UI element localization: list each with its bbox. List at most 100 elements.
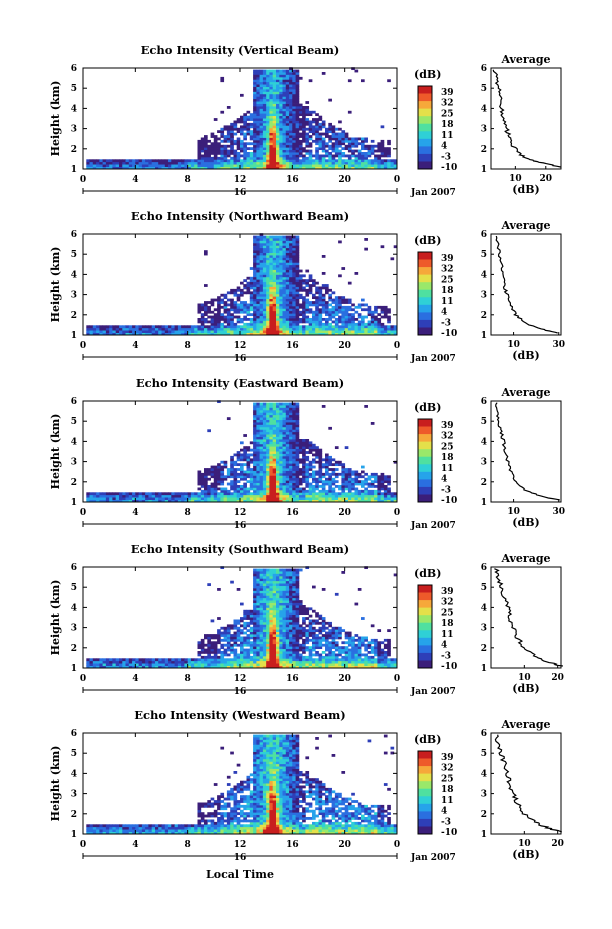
heatmap-cell [253,405,257,408]
heatmap-cell [289,494,293,498]
heatmap-cell [220,566,225,570]
heatmap-cell [269,465,274,469]
heatmap-cell [256,434,261,437]
heatmap-cell [279,110,283,114]
heatmap-cell [249,617,254,620]
heatmap-cell [217,149,221,153]
heatmap-cell [282,443,287,447]
heatmap-cell [240,651,244,654]
heatmap-cell [194,663,198,667]
heatmap-cell [99,325,104,329]
heatmap-cell [364,315,368,319]
heatmap-cell [272,115,277,119]
heatmap-cell [361,482,365,486]
heatmap-cell [240,332,244,336]
heatmap-cell [338,132,342,136]
heatmap-cell [243,318,247,321]
heatmap-cell [164,660,169,664]
heatmap-cell [292,494,296,498]
heatmap-cell [305,166,310,170]
heatmap-cell [292,322,296,326]
heatmap-cell [334,463,339,467]
heatmap-cell [302,441,306,445]
heatmap-cell [279,412,283,416]
colorbar-swatch [418,108,432,113]
date-label: 16 [234,354,247,364]
heatmap-cell [308,125,313,129]
colorbar-swatch [418,468,432,473]
heatmap-cell [253,303,257,307]
heatmap-cell [285,494,290,498]
heatmap-cell [256,590,261,594]
heatmap-cell [269,147,274,151]
heatmap-cell [145,499,149,503]
heatmap-cell [256,242,261,246]
heatmap-cell [256,91,261,95]
heatmap-cell [262,79,267,83]
heatmap-cell [243,624,247,628]
heatmap-cell [334,475,339,479]
heatmap-cell [295,308,300,312]
x-tick-label: 20 [338,175,351,185]
heatmap-cell [109,660,113,664]
heatmap-cell [249,293,254,297]
heatmap-cell [243,614,247,618]
heatmap-cell [308,137,313,141]
heatmap-cell [253,624,257,628]
heatmap-cell [321,72,326,75]
heatmap-cell [325,458,329,462]
heatmap-cell [119,330,123,334]
heatmap-cell [256,643,261,647]
heatmap-cell [256,436,261,440]
heatmap-cell [253,279,257,283]
heatmap-cell [184,660,189,664]
heatmap-cell [308,325,313,329]
heatmap-cell [243,325,247,329]
heatmap-cell [240,139,244,143]
heatmap-cell [318,288,323,292]
heatmap-cell [253,494,257,498]
heatmap-cell [347,144,352,148]
heatmap-cell [256,245,261,249]
heatmap-cell [279,448,283,452]
heatmap-cell [233,626,238,630]
heatmap-cell [312,446,316,450]
heatmap-cell [259,120,264,124]
heatmap-cell [325,310,329,314]
heatmap-cell [357,320,362,324]
heatmap-cell [354,69,359,73]
heatmap-cell [243,305,247,309]
heatmap-cell [298,108,303,112]
heatmap-cell [243,641,247,645]
heatmap-cell [269,426,274,430]
x-tick-label: 8 [185,175,191,185]
heatmap-cell [370,492,375,496]
heatmap-cell [204,665,208,669]
heatmap-cell [145,330,149,334]
heatmap-cell [266,164,270,168]
heatmap-cell [240,638,244,642]
heatmap-cell [374,318,378,321]
heatmap-cell [233,288,238,292]
heatmap-cell [210,492,215,496]
heatmap-cell [279,252,283,256]
heatmap-cell [233,327,238,331]
heatmap-cell [155,159,159,163]
heatmap-cell [168,325,172,329]
heatmap-cell [272,247,277,251]
heatmap-cell [122,663,126,667]
heatmap-cell [272,269,277,273]
heatmap-cell [276,276,280,280]
heatmap-cell [305,477,310,481]
heatmap-cell [243,463,247,467]
heatmap-cell [253,142,257,146]
heatmap-cell [217,482,221,486]
heatmap-cell [253,288,257,292]
heatmap-cell [132,660,136,664]
heatmap-cell [295,431,300,435]
heatmap-cell [344,315,349,319]
heatmap-cell [240,166,244,170]
heatmap-cell [112,161,117,165]
heatmap-cell [285,93,290,97]
heatmap-cell [334,147,339,151]
